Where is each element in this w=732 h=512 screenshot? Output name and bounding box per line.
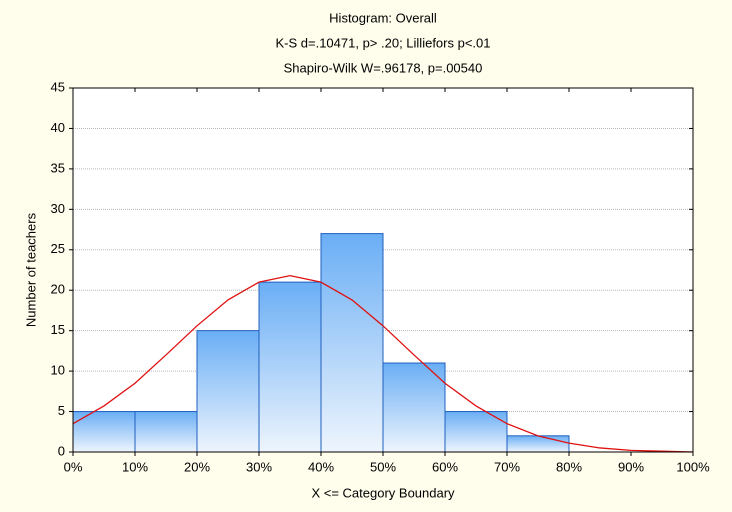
y-tick-label: 0 xyxy=(58,443,65,458)
y-tick-label: 40 xyxy=(51,120,65,135)
x-tick-label: 90% xyxy=(618,459,644,474)
bar xyxy=(320,233,384,453)
bar xyxy=(506,435,570,453)
y-tick-label: 15 xyxy=(51,322,65,337)
x-tick-label: 30% xyxy=(246,459,272,474)
x-tick-label: 40% xyxy=(308,459,334,474)
y-tick-label: 45 xyxy=(51,79,65,94)
x-tick-label: 60% xyxy=(432,459,458,474)
bar xyxy=(134,411,198,453)
plot-frame xyxy=(72,87,694,453)
bar xyxy=(258,281,322,453)
bar xyxy=(382,362,446,453)
y-tick-label: 35 xyxy=(51,160,65,175)
x-tick-label: 100% xyxy=(676,459,710,474)
fit-curve xyxy=(72,274,694,453)
y-tick-label: 20 xyxy=(51,282,65,297)
y-axis-label: Number of teachers xyxy=(23,212,38,327)
y-tick-label: 5 xyxy=(58,403,65,418)
x-tick-label: 10% xyxy=(122,459,148,474)
x-tick-label: 0% xyxy=(64,459,83,474)
bar xyxy=(196,330,260,453)
y-tick-label: 10 xyxy=(51,363,65,378)
x-tick-label: 20% xyxy=(184,459,210,474)
chart-title: Histogram: Overall xyxy=(329,10,437,25)
x-tick-label: 50% xyxy=(370,459,396,474)
x-tick-label: 80% xyxy=(556,459,582,474)
chart-subtitle: K-S d=.10471, p> .20; Lilliefors p<.01 xyxy=(275,35,490,50)
y-tick-label: 25 xyxy=(51,241,65,256)
chart-subtitle: Shapiro-Wilk W=.96178, p=.00540 xyxy=(284,60,483,75)
x-tick-label: 70% xyxy=(494,459,520,474)
x-axis-label: X <= Category Boundary xyxy=(311,485,455,500)
y-tick-label: 30 xyxy=(51,201,65,216)
